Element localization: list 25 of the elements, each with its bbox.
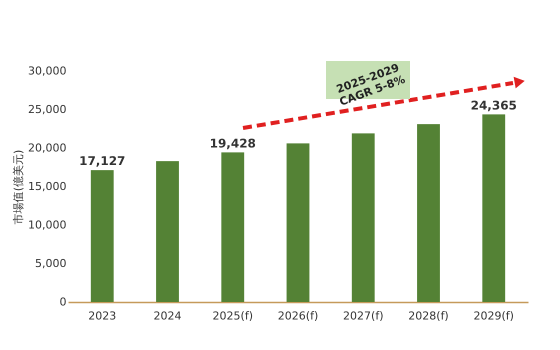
x-tick-label: 2026(f) [278, 310, 318, 322]
bar [90, 170, 114, 302]
y-tick-label: 30,000 [28, 64, 66, 78]
x-tick-label: 2024 [154, 310, 182, 322]
x-tick-label: 2029(f) [474, 310, 514, 322]
bar [417, 124, 440, 302]
y-tick-label: 10,000 [28, 218, 66, 232]
y-tick-label: 5,000 [35, 257, 66, 270]
data-label: 19,428 [210, 136, 256, 150]
data-label: 17,127 [79, 154, 126, 168]
bar [482, 114, 506, 302]
x-tick-label: 2025(f) [212, 310, 253, 322]
x-tick-label: 2028(f) [408, 310, 449, 322]
bar [221, 152, 244, 302]
y-tick-label: 20,000 [28, 142, 66, 154]
bar [352, 133, 375, 302]
y-tick-label: 15,000 [28, 180, 66, 193]
bar [156, 161, 179, 302]
y-axis-title: 市場值(億美元) [12, 150, 26, 224]
x-tick-label: 2023 [88, 310, 116, 322]
bar [286, 143, 310, 302]
y-tick-label: 25,000 [28, 103, 66, 116]
x-tick-label: 2027(f) [343, 310, 384, 322]
y-tick-label: 0 [60, 296, 66, 308]
data-label: 24,365 [470, 98, 517, 112]
